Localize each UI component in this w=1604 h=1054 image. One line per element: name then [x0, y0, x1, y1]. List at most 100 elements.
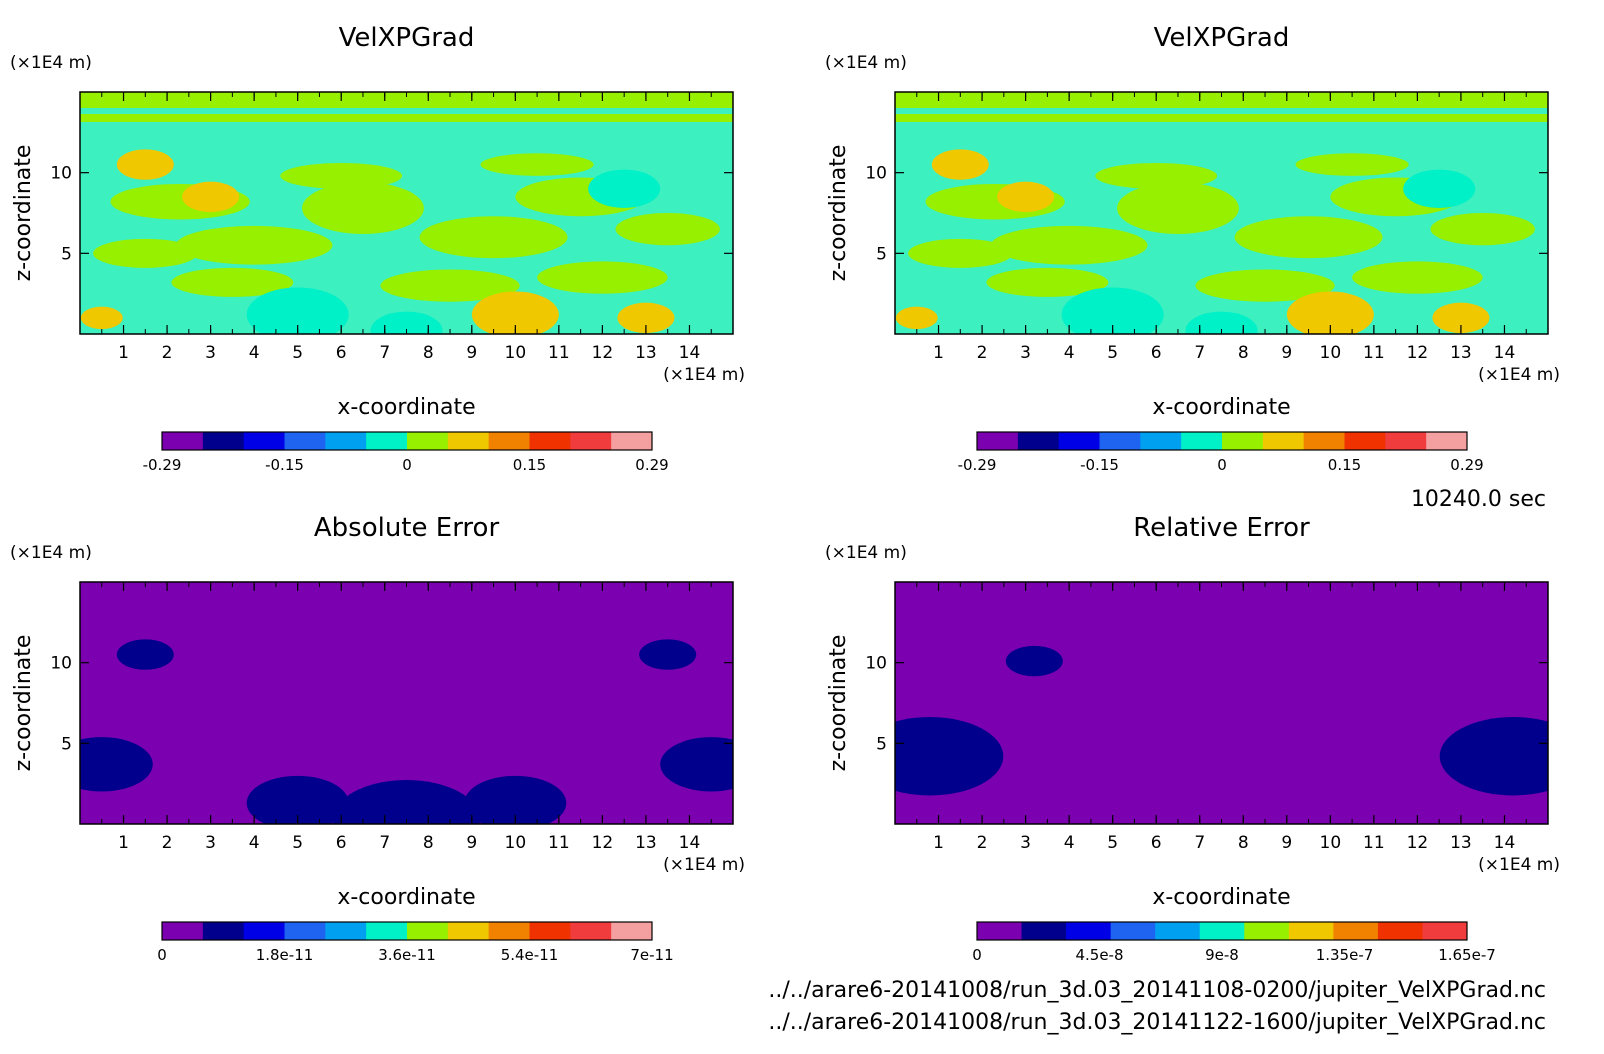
field-contour: [1185, 311, 1258, 334]
colorbar-swatch: [1344, 432, 1386, 450]
y-tick-label: 5: [876, 734, 887, 754]
x-tick-label: 2: [162, 833, 173, 853]
colorbar: -0.29 -0.15 0 0.15 0.29: [143, 431, 669, 474]
field-band: [895, 92, 1548, 108]
x-tick-label: 11: [1363, 343, 1385, 363]
x-tick-label: 10: [505, 343, 527, 363]
x-tick-label: 13: [1450, 343, 1472, 363]
colorbar-swatch: [611, 432, 653, 450]
file-path-2: ../../arare6-20141008/run_3d.03_20141122…: [768, 1010, 1546, 1035]
x-unit-label: (×1E4 m): [663, 365, 745, 385]
x-tick-label: 9: [1281, 343, 1292, 363]
x-axis-label: x-coordinate: [337, 395, 475, 420]
field-patch: [1117, 182, 1239, 234]
field-patch: [615, 213, 720, 246]
field-contour: [1432, 302, 1490, 334]
x-unit-label: (×1E4 m): [1478, 365, 1560, 385]
y-tick-label: 5: [61, 244, 72, 264]
colorbar-swatch: [1244, 922, 1290, 940]
colorbar-swatch: [325, 432, 367, 450]
colorbar-swatch: [977, 432, 1019, 450]
panel-1: VelXPGrad(×1E4 m)1 2 3 4 5 6 7 8 9 10 11 12 13 14510(…: [10, 23, 745, 474]
x-tick-label: 6: [1151, 833, 1162, 853]
field-patch: [175, 225, 333, 265]
y-axis-label: z-coordinate: [11, 145, 36, 282]
chart-title: VelXPGrad: [339, 23, 475, 53]
colorbar-tick-label: -0.29: [958, 456, 997, 474]
x-unit-label: (×1E4 m): [1478, 855, 1560, 875]
field-patch: [280, 162, 403, 189]
x-tick-label: 11: [548, 343, 570, 363]
colorbar-tick-label: 1.65e-7: [1438, 946, 1496, 964]
colorbar-swatch: [366, 922, 408, 940]
field-contour: [617, 302, 675, 334]
x-tick-label: 6: [336, 343, 347, 363]
colorbar-swatch: [977, 922, 1023, 940]
colorbar-tick-label: -0.15: [265, 456, 304, 474]
x-tick-label: 14: [1494, 343, 1516, 363]
y-unit-label: (×1E4 m): [10, 543, 92, 563]
colorbar-tick-label: -0.15: [1080, 456, 1119, 474]
x-tick-label: 12: [1407, 343, 1429, 363]
colorbar-tick-label: 0.15: [513, 456, 546, 474]
panel-2: VelXPGrad(×1E4 m)1 2 3 4 5 6 7 8 9 10 11 12 13 14510(…: [825, 23, 1560, 474]
colorbar-swatch: [202, 922, 245, 940]
x-tick-label: 5: [1107, 343, 1118, 363]
colorbar-swatch: [1199, 922, 1245, 940]
colorbar-swatch: [407, 432, 449, 450]
colorbar-swatch: [570, 922, 612, 940]
field-contour: [370, 311, 443, 334]
field-contour: [246, 775, 349, 824]
field-contour: [464, 775, 567, 824]
colorbar-swatch: [284, 922, 326, 940]
colorbar-swatch: [611, 922, 653, 940]
colorbar-swatch: [243, 922, 285, 940]
field-patch: [537, 261, 668, 294]
x-tick-label: 11: [548, 833, 570, 853]
x-tick-label: 10: [1320, 833, 1342, 853]
colorbar-swatch: [1385, 432, 1427, 450]
x-tick-label: 9: [1281, 833, 1292, 853]
x-tick-label: 2: [977, 343, 988, 363]
y-axis-label: z-coordinate: [826, 145, 851, 282]
field-area: [895, 582, 1548, 824]
colorbar-tick-label: 1.35e-7: [1316, 946, 1374, 964]
field-patch: [908, 238, 1013, 268]
colorbar-swatch: [1058, 432, 1100, 450]
colorbar-swatch: [1262, 432, 1305, 450]
colorbar-swatch: [202, 432, 245, 450]
field-band: [80, 92, 733, 108]
colorbar-tick-label: 0.15: [1328, 456, 1361, 474]
field-background: [895, 582, 1548, 824]
colorbar-swatch: [1426, 432, 1468, 450]
x-tick-label: 13: [635, 343, 657, 363]
colorbar: -0.29 -0.15 0 0.15 0.29: [958, 431, 1484, 474]
colorbar-swatch: [529, 432, 571, 450]
x-tick-label: 14: [679, 343, 701, 363]
field-contour: [1005, 645, 1063, 677]
x-tick-label: 7: [379, 343, 390, 363]
chart-title: Absolute Error: [314, 513, 500, 543]
field-contour: [471, 291, 559, 334]
x-tick-label: 6: [1151, 343, 1162, 363]
field-contour: [895, 306, 938, 330]
y-axis-label: z-coordinate: [11, 635, 36, 772]
x-tick-label: 3: [205, 343, 216, 363]
colorbar-tick-label: 4.5e-8: [1075, 946, 1123, 964]
colorbar-tick-label: 9e-8: [1205, 946, 1239, 964]
field-contour: [895, 717, 1004, 796]
field-patch: [1430, 213, 1535, 246]
colorbar-tick-label: 1.8e-11: [256, 946, 314, 964]
x-tick-label: 7: [379, 833, 390, 853]
colorbar-swatch: [162, 922, 204, 940]
field-patch: [1195, 269, 1335, 302]
field-band: [895, 114, 1548, 122]
field-patch: [1295, 153, 1409, 176]
colorbar-swatch: [1377, 922, 1423, 940]
colorbar-swatch: [243, 432, 285, 450]
field-contour: [1439, 717, 1548, 796]
colorbar-swatch: [1422, 922, 1468, 940]
time-label: 10240.0 sec: [1411, 487, 1546, 512]
colorbar-tick-label: 0: [972, 946, 982, 964]
